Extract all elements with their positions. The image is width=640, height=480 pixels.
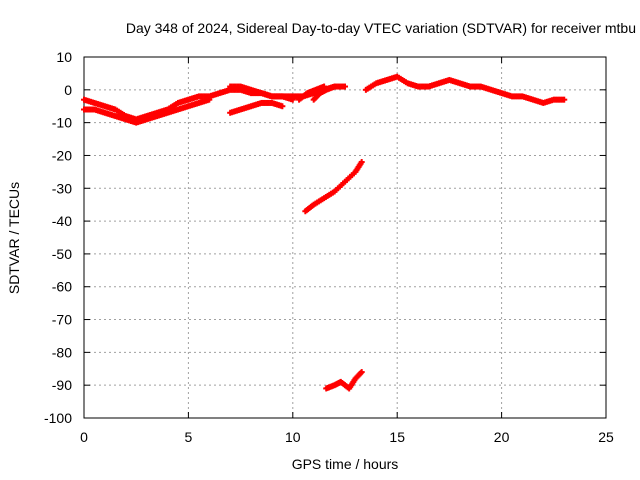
y-tick-label: -100 [44, 410, 72, 426]
data-point [331, 83, 338, 90]
series-upper-arc [227, 83, 296, 103]
grid-lines [84, 57, 606, 418]
y-tick-label: 0 [64, 82, 72, 98]
series-evening-band [362, 73, 568, 106]
axis-ticks: 0 5 10 15 20 25 10 0 -10 -20 -30 -40 -50 -60 -70 -80 -90… [44, 49, 614, 445]
x-tick-label: 15 [389, 429, 405, 445]
chart-title: Day 348 of 2024, Sidereal Day-to-day VTE… [125, 20, 636, 36]
series-diag-90 [323, 369, 365, 392]
plot-frame [83, 56, 607, 419]
x-tick-label: 5 [185, 429, 193, 445]
data-point [358, 159, 365, 166]
y-tick-label: 10 [56, 49, 72, 65]
data-point [342, 83, 348, 90]
data-point [358, 369, 365, 376]
x-tick-label: 0 [80, 429, 88, 445]
series-lower-arc [227, 99, 286, 116]
y-tick-label: -40 [52, 213, 72, 229]
data-point [561, 96, 568, 103]
y-tick-label: -60 [52, 279, 72, 295]
x-tick-label: 20 [494, 429, 510, 445]
series-main-band-lower [81, 96, 213, 126]
data-point [279, 103, 286, 110]
y-axis-label: SDTVAR / TECUs [6, 181, 22, 295]
data-points [81, 73, 568, 392]
x-tick-label: 10 [285, 429, 301, 445]
data-point [289, 96, 296, 103]
series-arc-11-12 [296, 83, 328, 103]
y-tick-label: -20 [52, 147, 72, 163]
x-tick-label: 25 [598, 429, 614, 445]
y-tick-label: -90 [52, 377, 72, 393]
y-tick-label: -30 [52, 180, 72, 196]
series-arc-11-5 [310, 83, 338, 103]
y-tick-label: -50 [52, 246, 72, 262]
series-diag-40 [302, 159, 365, 215]
y-tick-label: -70 [52, 312, 72, 328]
y-tick-label: -80 [52, 344, 72, 360]
data-point [206, 96, 213, 103]
x-axis-label: GPS time / hours [291, 456, 399, 472]
y-tick-label: -10 [52, 115, 72, 131]
